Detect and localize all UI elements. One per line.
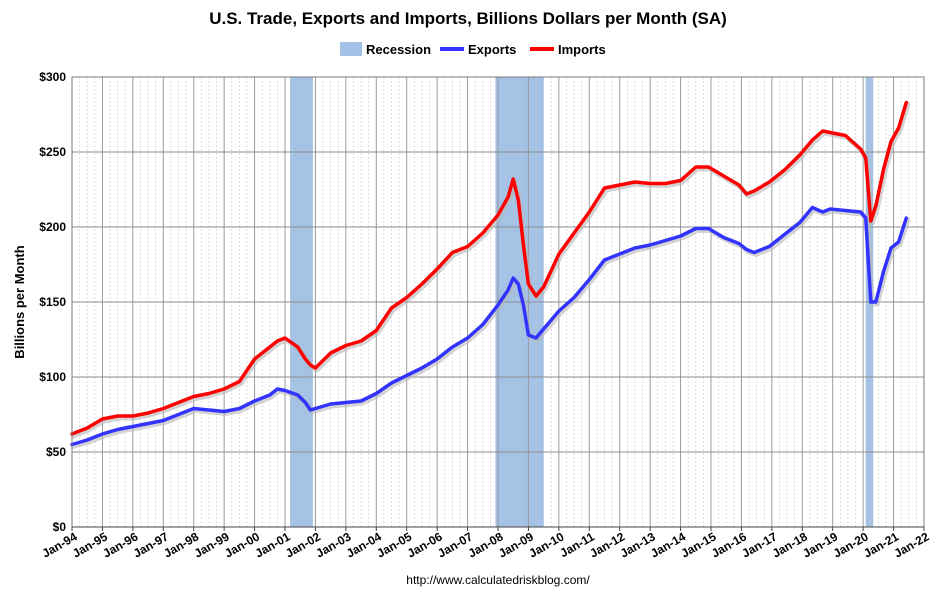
y-tick-label: $0: [53, 520, 67, 534]
imports-line: [70, 100, 909, 436]
legend-exports-label: Exports: [468, 42, 516, 57]
y-axis-label: Billions per Month: [12, 245, 27, 358]
source-link[interactable]: http://www.calculatedriskblog.com/: [406, 573, 590, 587]
gridlines: [71, 76, 925, 528]
chart-title: U.S. Trade, Exports and Imports, Billion…: [209, 9, 727, 28]
y-tick-label: $300: [39, 70, 66, 84]
legend-imports-label: Imports: [558, 42, 606, 57]
y-tick-label: $250: [39, 145, 66, 159]
legend-recession-label: Recession: [366, 42, 431, 57]
series-lines: [70, 100, 911, 449]
y-tick-label: $100: [39, 370, 66, 384]
y-tick-label: $50: [46, 445, 66, 459]
x-tick-label: Jan-10: [526, 529, 566, 560]
exports-line: [70, 205, 909, 447]
x-tick-labels: Jan-94Jan-95Jan-96Jan-97Jan-98Jan-99Jan-…: [40, 527, 932, 561]
y-tick-label: $150: [39, 295, 66, 309]
y-tick-label: $200: [39, 220, 66, 234]
legend: Recession Exports Imports: [340, 42, 606, 57]
legend-recession-swatch: [340, 42, 362, 56]
x-tick-label: Jan-22: [892, 529, 932, 560]
y-tick-labels: $0 $50 $100 $150 $200 $250 $300: [39, 70, 66, 534]
